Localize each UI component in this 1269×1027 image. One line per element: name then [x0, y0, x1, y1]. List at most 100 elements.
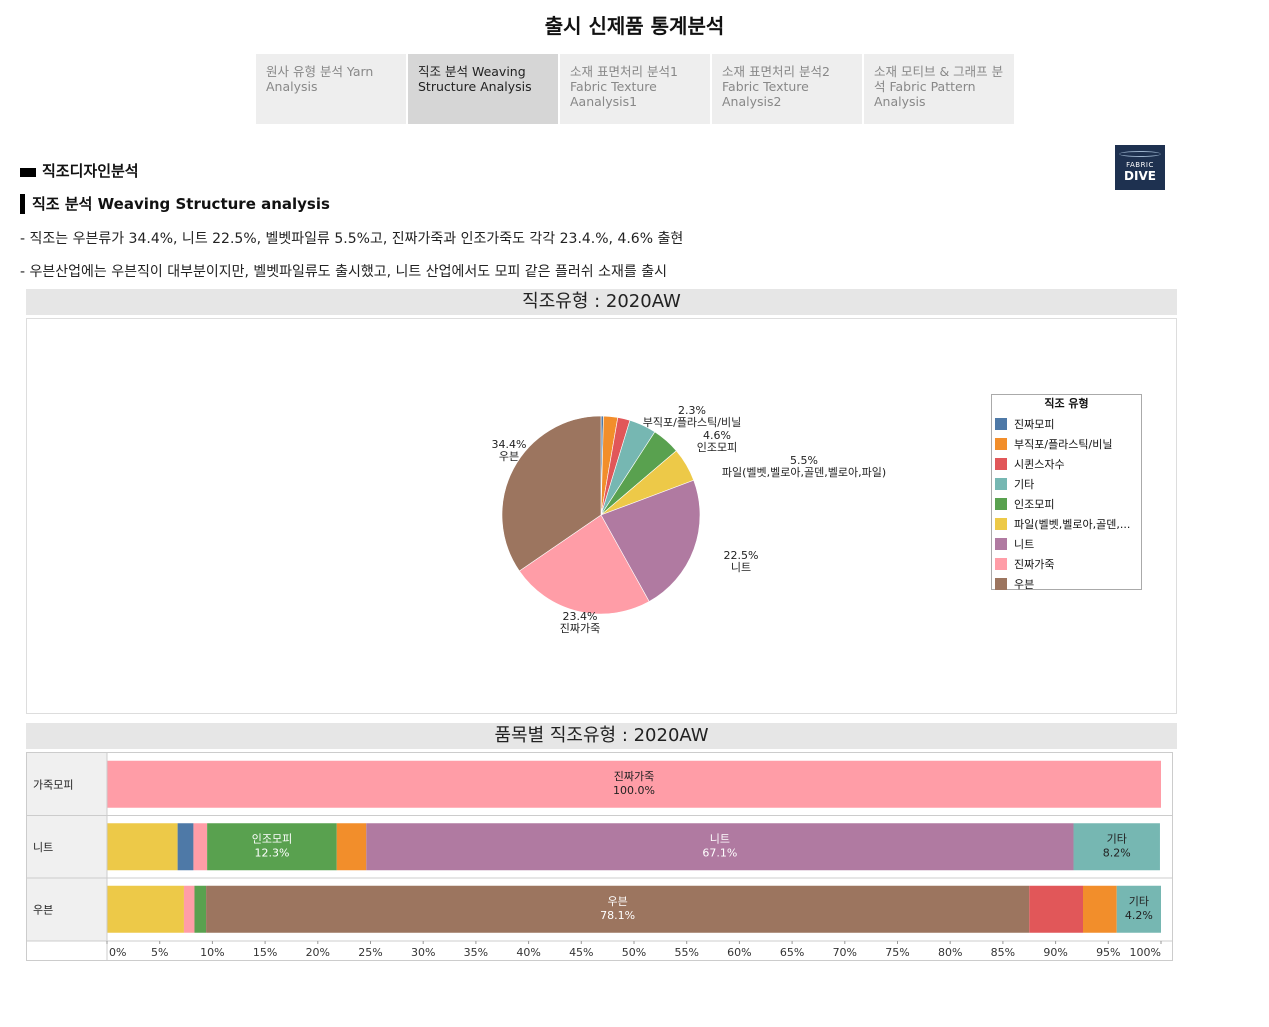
legend-item-니트[interactable]: 니트 [995, 534, 1138, 554]
legend-item-파일-벨벳-벨로아-골덴-벨로아-파일[interactable]: 파일(벨벳,벨로아,골덴,... [995, 514, 1138, 534]
legend-swatch [995, 498, 1007, 510]
bar-segment-진짜가죽[interactable] [193, 823, 208, 871]
legend-swatch [995, 478, 1007, 490]
stacked-bar-chart: 가죽모피진짜가죽100.0%니트인조모피12.3%니트67.1%기타8.2%우븐… [27, 753, 1172, 960]
section-heading: 직조디자인분석 [20, 160, 139, 181]
bar-segment-부직포-플라스틱-비닐[interactable] [336, 823, 367, 871]
legend-label: 기타 [1014, 478, 1035, 491]
legend-swatch [995, 518, 1007, 530]
bar-segment-우븐[interactable] [206, 885, 1030, 933]
bar-segment-니트[interactable] [366, 823, 1074, 871]
tab-fabric-texture-analysis-2[interactable]: 소재 표면처리 분석2 Fabric Texture Analysis2 [712, 54, 862, 124]
logo-line-2: DIVE [1124, 169, 1156, 183]
pie-category-label: 니트 [731, 561, 751, 574]
section-subheading: 직조 분석 Weaving Structure analysis [20, 194, 330, 214]
bar-segment-진짜모피[interactable] [177, 823, 194, 871]
bar-segment-category-label: 인조모피 [252, 832, 292, 845]
legend-item-시퀸스자수[interactable]: 시퀸스자수 [995, 454, 1138, 474]
pie-category-label: 부직포/플라스틱/비닐 [643, 416, 742, 429]
legend-swatch [995, 558, 1007, 570]
bar-segment-category-label: 우븐 [608, 895, 628, 908]
bar-segment-category-label: 기타 [1107, 832, 1127, 845]
bar-segment-시퀸스자수[interactable] [1029, 885, 1083, 933]
description-line-1: - 직조는 우븐류가 34.4%, 니트 22.5%, 벨벳파일류 5.5%고,… [20, 231, 684, 247]
pie-value-label: 22.5% [724, 549, 759, 562]
pie-value-label: 34.4% [492, 438, 527, 451]
x-tick-label: 65% [780, 946, 804, 959]
x-tick-label: 75% [885, 946, 909, 959]
square-bullet-icon [20, 168, 36, 177]
bar-segment-value-label: 78.1% [600, 909, 635, 922]
pie-value-label: 2.3% [678, 404, 706, 417]
bar-segment-category-label: 진짜가죽 [614, 770, 654, 783]
legend-item-기타[interactable]: 기타 [995, 474, 1138, 494]
description-line-2: - 우븐산업에는 우븐직이 대부분이지만, 벨벳파일류도 출시했고, 니트 산업… [20, 264, 667, 280]
x-tick-label: 85% [991, 946, 1015, 959]
pie-category-label: 진짜가죽 [560, 622, 600, 635]
fabric-dive-logo: FABRIC DIVE [1115, 145, 1165, 190]
legend-label: 시퀸스자수 [1014, 458, 1065, 471]
tab-fabric-pattern-analysis[interactable]: 소재 모티브 & 그래프 분석 Fabric Pattern Analysis [864, 54, 1014, 124]
bar-segment-value-label: 12.3% [254, 846, 289, 859]
bar-segment-부직포-플라스틱-비닐[interactable] [1083, 885, 1117, 933]
bar-segment-진짜가죽[interactable] [183, 885, 195, 933]
bar-segment-value-label: 8.2% [1103, 846, 1131, 859]
bar-segment-인조모피[interactable] [207, 823, 337, 871]
legend-item-우븐[interactable]: 우븐 [995, 574, 1138, 594]
pie-slice-우븐[interactable] [501, 415, 602, 572]
page-title: 출시 신제품 통계분석 [544, 14, 725, 38]
legend-swatch [995, 538, 1007, 550]
x-tick-label: 35% [464, 946, 488, 959]
pie-category-label: 파일(벨벳,벨로아,골덴,벨로아,파일) [722, 465, 886, 479]
category-label: 우븐 [33, 903, 53, 916]
bar-segment-기타[interactable] [1073, 823, 1160, 871]
pie-slice-니트[interactable] [600, 479, 701, 602]
pie-category-label: 인조모피 [697, 441, 737, 454]
logo-wave-icon [1119, 151, 1161, 157]
pie-chart-panel: 2.3% 부직포/플라스틱/비닐 4.6% 인조모피 5.5% 파일(벨벳,벨로아,골덴,… [26, 318, 1177, 714]
bar-segment-기타[interactable] [1116, 885, 1161, 933]
legend-item-진짜가죽[interactable]: 진짜가죽 [995, 554, 1138, 574]
bar-segment-value-label: 100.0% [613, 784, 655, 797]
tab-yarn-analysis[interactable]: 원사 유형 분석 Yarn Analysis [256, 54, 406, 124]
bar-chart-panel: 가죽모피 진짜가죽 100.0% 니트 인조모피 12.3% 니트 67.1% 기타 8.2% 우븐… [26, 752, 1173, 961]
pie-value-label: 4.6% [703, 429, 731, 442]
pie-value-label: 5.5% [790, 454, 818, 467]
pie-value-label: 23.4% [563, 610, 598, 623]
x-tick-label: 25% [358, 946, 382, 959]
logo-line-1: FABRIC [1126, 161, 1154, 169]
pie-chart-title: 직조유형 : 2020AW [26, 289, 1177, 315]
legend-label: 진짜모피 [1014, 418, 1055, 431]
legend-label: 니트 [1014, 538, 1035, 551]
bar-segment-파일-벨벳-벨로아-골덴-벨로아-파일[interactable] [107, 885, 184, 933]
pie-slice-진짜가죽[interactable] [518, 514, 650, 615]
bar-segment-인조모피[interactable] [194, 885, 207, 933]
x-tick-label: 95% [1096, 946, 1120, 959]
bar-segment-진짜가죽[interactable] [107, 760, 1161, 808]
analysis-tabs: 원사 유형 분석 Yarn Analysis 직조 분석 Weaving Str… [256, 54, 1016, 124]
x-tick-label: 15% [253, 946, 277, 959]
legend-item-인조모피[interactable]: 인조모피 [995, 494, 1138, 514]
pie-chart: 2.3%부직포/플라스틱/비닐4.6%인조모피 5.5%파일(벨벳,벨로아,골덴,… [492, 404, 887, 635]
pie-legend: 직조 유형 진짜모피 부직포/플라스틱/비닐 시퀸스자수 기타 인조모피 파일(벨벳,벨로… [991, 394, 1142, 591]
x-tick-label: 55% [674, 946, 698, 959]
legend-label: 부직포/플라스틱/비닐 [1014, 438, 1113, 451]
x-tick-label: 10% [200, 946, 224, 959]
x-tick-label: 40% [516, 946, 540, 959]
legend-swatch [995, 578, 1007, 590]
legend-swatch [995, 458, 1007, 470]
tab-fabric-texture-analysis-1[interactable]: 소재 표면처리 분석1 Fabric Texture Aanalysis1 [560, 54, 710, 124]
category-label: 니트 [33, 841, 53, 854]
section-heading-text: 직조디자인분석 [42, 162, 139, 180]
x-tick-label: 90% [1043, 946, 1067, 959]
legend-item-부직포-플라스틱-비닐[interactable]: 부직포/플라스틱/비닐 [995, 434, 1138, 454]
x-tick-label: 20% [306, 946, 330, 959]
legend-item-진짜모피[interactable]: 진짜모피 [995, 414, 1138, 434]
legend-label: 인조모피 [1014, 498, 1055, 511]
x-tick-label: 80% [938, 946, 962, 959]
tab-weaving-structure-analysis[interactable]: 직조 분석 Weaving Structure Analysis [408, 54, 558, 124]
bar-segment-파일-벨벳-벨로아-골덴-벨로아-파일[interactable] [107, 823, 178, 871]
x-tick-label: 100% [1130, 946, 1161, 959]
legend-swatch [995, 418, 1007, 430]
